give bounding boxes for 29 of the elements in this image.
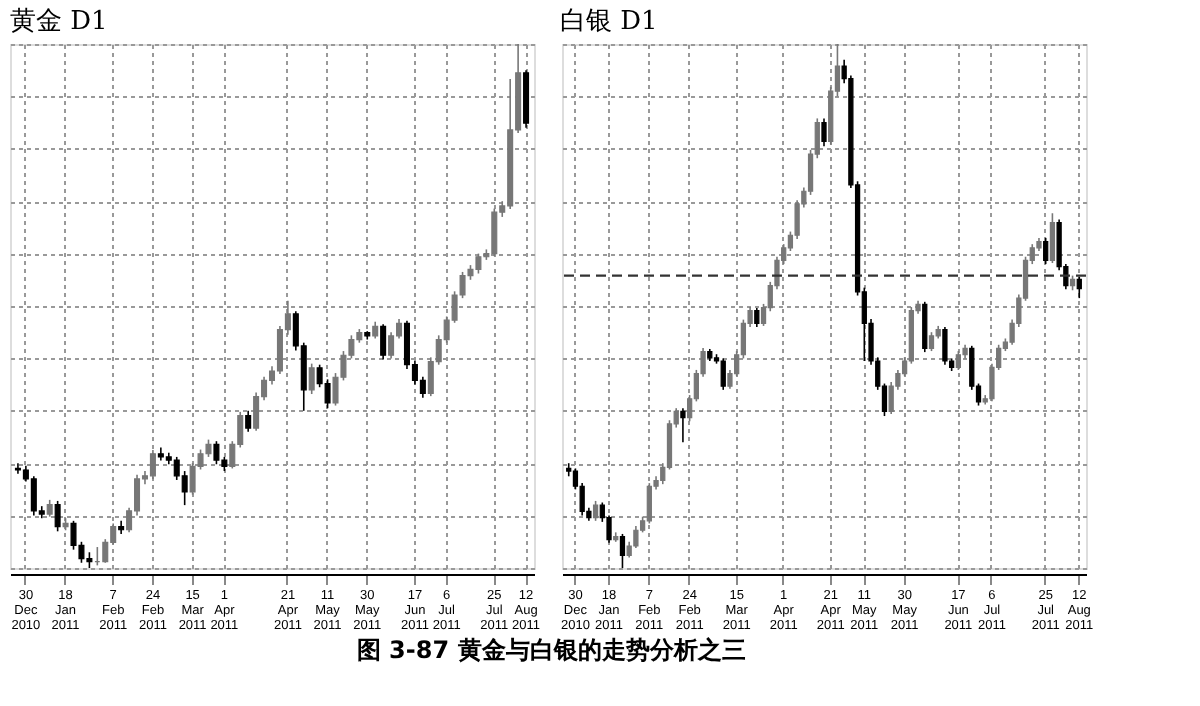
candlestick [922, 301, 928, 353]
chart-title: 黄金 D1 [10, 7, 108, 38]
candlestick [592, 500, 599, 522]
candlestick [30, 475, 37, 517]
candlestick [14, 462, 21, 475]
candlestick [380, 323, 387, 361]
candlestick [754, 307, 760, 328]
candlestick [646, 482, 652, 525]
candlestick [821, 117, 827, 147]
candlestick [619, 533, 626, 569]
candlestick [245, 410, 252, 433]
chart-title: 白银 D1 [559, 7, 658, 38]
candlestick [70, 520, 77, 551]
candlestick [491, 207, 498, 258]
candlestick [720, 357, 726, 391]
candlestick [308, 362, 315, 395]
candlestick [1076, 275, 1082, 299]
candlestick [213, 440, 220, 466]
candlestick [475, 252, 482, 275]
candlestick [1049, 212, 1056, 264]
candlestick [942, 326, 948, 366]
candlestick [388, 331, 395, 360]
candlestick [680, 407, 686, 444]
candlestick [955, 350, 961, 371]
candlestick [928, 331, 935, 352]
candlestick [149, 449, 156, 480]
caption: 图 3-87 黄金与白银的走势分析之三 [356, 636, 746, 664]
candlestick [1043, 237, 1049, 265]
candlestick [54, 500, 61, 533]
